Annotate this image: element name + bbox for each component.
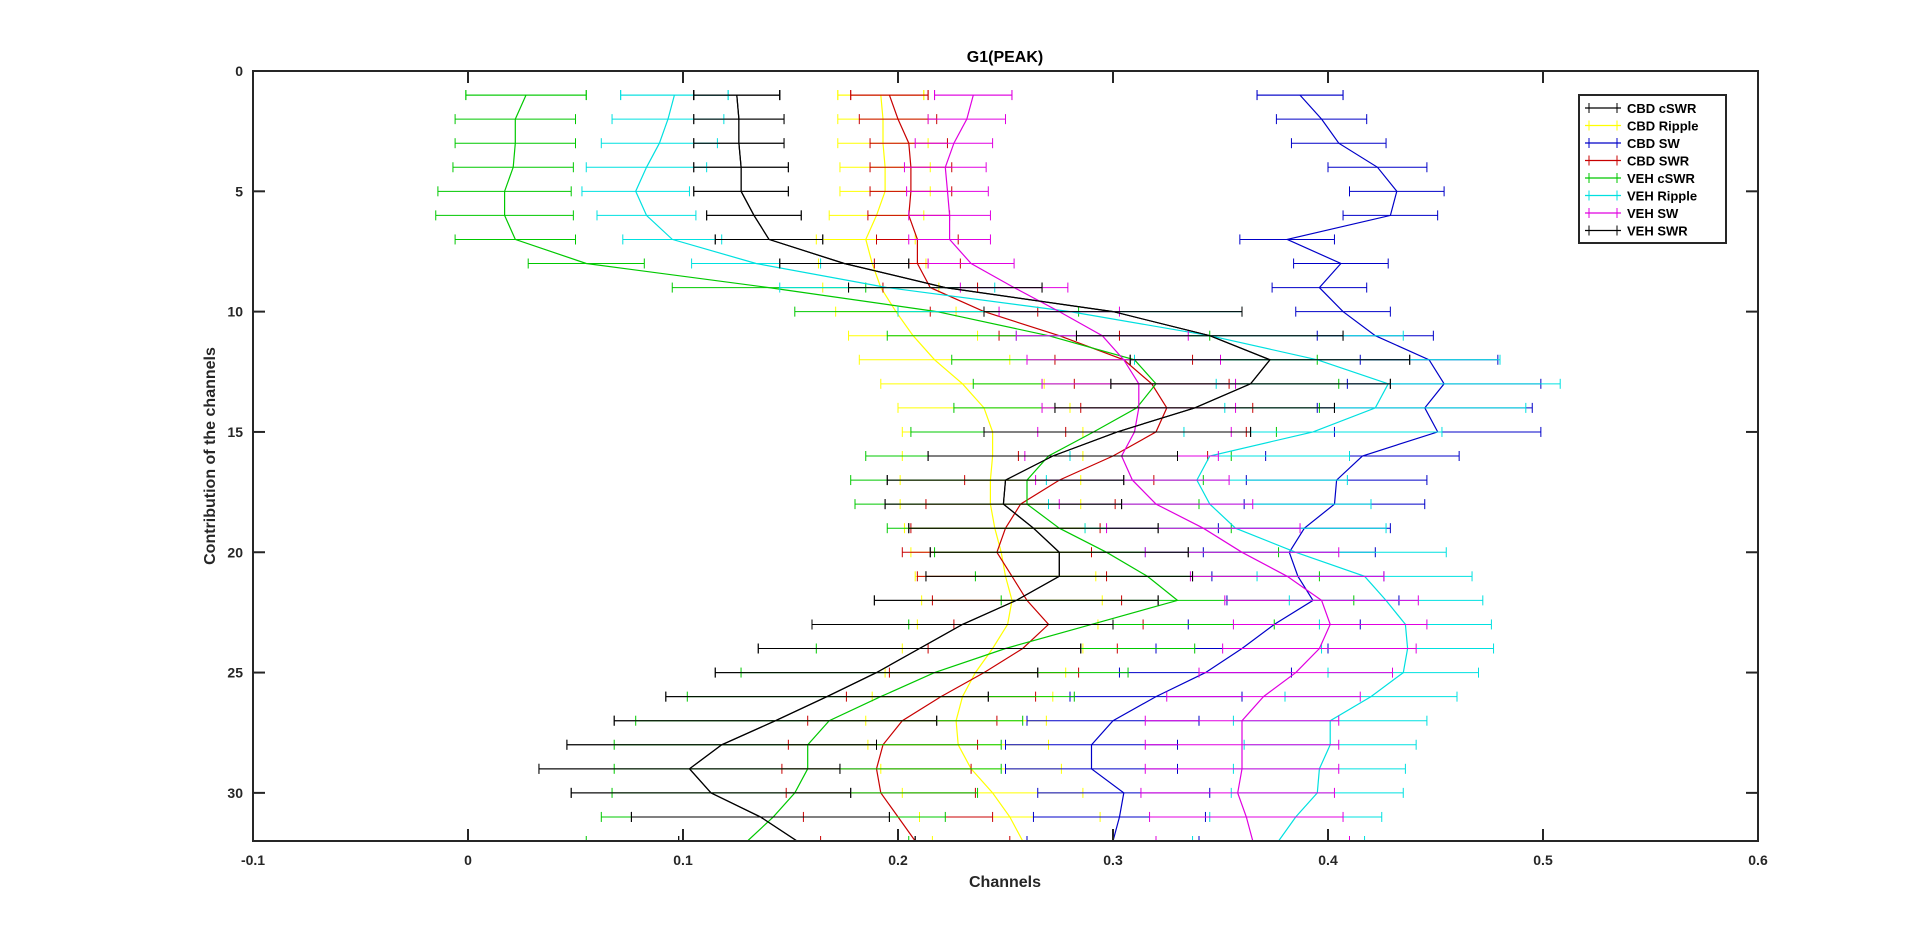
legend-entry: CBD Ripple [1585,119,1699,134]
x-axis-label: Channels [969,874,1041,891]
x-tick-label: 0 [464,852,472,868]
legend-label: CBD Ripple [1627,119,1699,134]
y-tick-label: 30 [227,785,243,801]
x-tick-label: 0.4 [1318,852,1338,868]
legend-label: VEH SW [1627,206,1679,221]
series-line [944,94,1331,841]
x-tick-label: 0.5 [1533,852,1553,868]
x-tick-label: 0.6 [1748,852,1768,868]
legend-label: CBD SWR [1627,154,1690,169]
legend-entry: CBD SWR [1585,154,1690,169]
legend-entry: CBD SW [1585,136,1680,151]
legend-entry: VEH SWR [1585,224,1688,239]
series-line [504,94,1179,841]
x-tick-label: -0.1 [241,852,265,868]
y-tick-label: 25 [227,665,243,681]
x-tick-label: 0.2 [888,852,908,868]
legend-label: CBD cSWR [1627,101,1697,116]
series-line [865,95,1024,841]
x-tick-label: 0.1 [673,852,693,868]
legend-box [1578,94,1727,244]
legend-label: CBD SW [1627,136,1680,151]
series-line [688,95,1271,841]
legend-entry: CBD cSWR [1585,101,1697,116]
y-tick-label: 15 [227,424,243,440]
legend-label: VEH Ripple [1627,189,1697,204]
x-tick-label: 0.3 [1103,852,1123,868]
legend-label: VEH cSWR [1627,171,1696,186]
series-line [635,94,1409,841]
series-layer [435,90,1561,841]
series-line [1090,94,1445,841]
series-line [875,94,1168,841]
y-tick-label: 0 [235,63,243,79]
axes-box [252,70,1759,842]
y-tick-label: 5 [235,183,243,199]
y-axis-label: Contribution of the channels [202,347,219,565]
y-tick-label: 10 [227,304,243,320]
legend: CBD cSWR CBD Ripple CBD SW CBD SWR VEH cSWR V… [1578,94,1727,244]
series-veh-swr [538,90,1411,841]
legend-entry: VEH cSWR [1585,171,1696,186]
ticks-layer: -0.1 0 0.1 0.2 0.3 0.4 0.5 0.6 0 5 10 15 20 25 30 [227,63,1768,868]
legend-entry: VEH Ripple [1585,189,1697,204]
chart-title: G1(PEAK) [967,49,1043,66]
legend-label: VEH SWR [1627,224,1688,239]
legend-entry: VEH SW [1585,206,1679,221]
y-tick-label: 20 [227,544,243,560]
